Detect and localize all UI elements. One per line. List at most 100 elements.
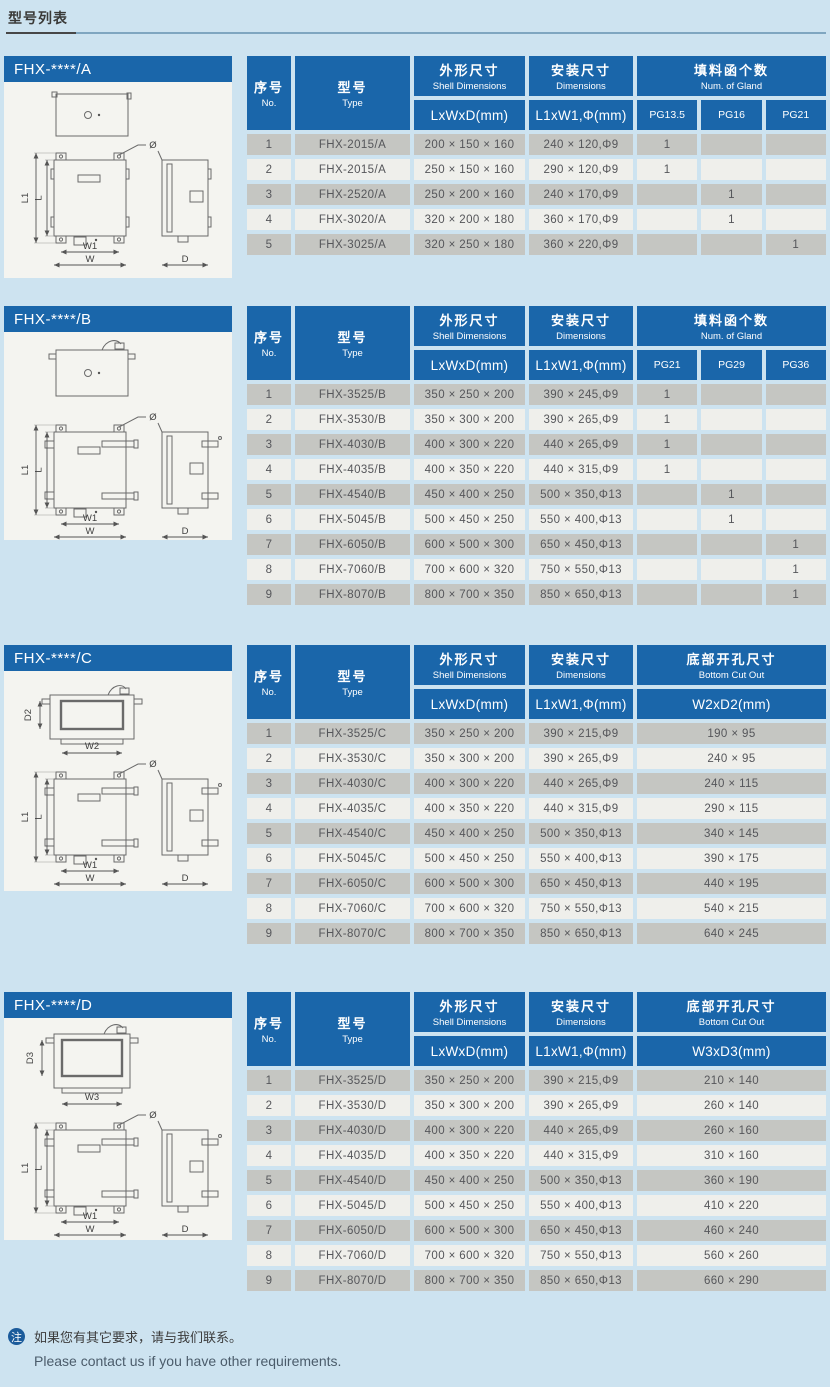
cell-cut: 260 × 140: [637, 1095, 826, 1116]
svg-text:L: L: [34, 814, 45, 819]
cell-g2: [701, 384, 762, 405]
cell-g2: [701, 584, 762, 605]
cell-mount: 390 × 245,Φ9: [529, 384, 633, 405]
cell-g3: [765, 459, 826, 480]
cell-mount: 850 × 650,Φ13: [529, 1270, 633, 1291]
cell-shell: 350 × 300 × 200: [414, 1095, 525, 1116]
cell-g1: 1: [637, 134, 698, 155]
cell-g3: 1: [765, 534, 826, 555]
col-header-last-zh: 底部开孔尺寸: [686, 999, 777, 1014]
drawing-column: FHX-****/C D2 W2 L1 L W1 W Ø D: [4, 645, 232, 891]
cell-mount: 440 × 315,Φ9: [529, 1145, 633, 1166]
cell-cut: 190 × 95: [637, 723, 826, 744]
cell-mount: 850 × 650,Φ13: [529, 584, 633, 605]
cell-mount: 850 × 650,Φ13: [529, 923, 633, 944]
cell-type: FHX-8070/C: [295, 923, 410, 944]
cell-no: 2: [247, 1095, 291, 1116]
cell-g2: 1: [701, 484, 762, 505]
cell-g3: 1: [765, 234, 826, 255]
cell-shell: 700 × 600 × 320: [414, 559, 525, 580]
cell-no: 7: [247, 1220, 291, 1241]
cell-shell: 400 × 300 × 220: [414, 773, 525, 794]
cell-g1: [637, 484, 698, 505]
cell-type: FHX-3525/B: [295, 384, 410, 405]
cell-shell: 400 × 300 × 220: [414, 434, 525, 455]
col-header-shell-unit: LxWxD(mm): [414, 689, 525, 719]
cell-type: FHX-2520/A: [295, 184, 410, 205]
cell-g2: [701, 234, 762, 255]
col-header-no-zh: 序号: [253, 669, 284, 684]
cell-g3: [765, 509, 826, 530]
cell-g3: [765, 134, 826, 155]
cell-mount: 500 × 350,Φ13: [529, 484, 633, 505]
cell-type: FHX-6050/B: [295, 534, 410, 555]
cell-type: FHX-4030/C: [295, 773, 410, 794]
col-header-type: 型号 Type: [295, 645, 410, 719]
col-header-mount-unit: L1xW1,Φ(mm): [529, 100, 633, 130]
cell-mount: 750 × 550,Φ13: [529, 1245, 633, 1266]
col-header-no-en: No.: [261, 348, 277, 359]
cell-cut: 340 × 145: [637, 823, 826, 844]
col-header-no: 序号 No.: [247, 992, 291, 1066]
cell-shell: 350 × 300 × 200: [414, 748, 525, 769]
svg-text:D: D: [182, 526, 189, 537]
svg-text:W2: W2: [85, 741, 99, 752]
col-header-type: 型号 Type: [295, 56, 410, 130]
section-title-bar: FHX-****/A: [4, 56, 232, 82]
cell-no: 3: [247, 184, 291, 205]
cell-shell: 400 × 300 × 220: [414, 1120, 525, 1141]
cell-g1: 1: [637, 459, 698, 480]
cell-mount: 290 × 120,Φ9: [529, 159, 633, 180]
col-header-shell-zh: 外形尺寸: [439, 313, 500, 328]
note-badge-icon: 注: [8, 1328, 25, 1345]
cell-shell: 350 × 250 × 200: [414, 384, 525, 405]
cell-shell: 320 × 250 × 180: [414, 234, 525, 255]
cell-type: FHX-3020/A: [295, 209, 410, 230]
cell-shell: 250 × 200 × 160: [414, 184, 525, 205]
col-header-mount-unit: L1xW1,Φ(mm): [529, 350, 633, 380]
col-header-mount-en: Dimensions: [556, 1017, 606, 1028]
cell-cut: 660 × 290: [637, 1270, 826, 1291]
col-header-last-zh: 填料函个数: [693, 313, 769, 328]
note-text: 如果您有其它要求，请与我们联系。 Please contact us if yo…: [34, 1327, 341, 1369]
spec-table: 序号 No. 型号 Type 外形尺寸 Shell Dimensions 安装尺寸 Dimen…: [247, 992, 826, 1291]
col-header-type-en: Type: [342, 687, 363, 698]
cell-cut: 290 × 115: [637, 798, 826, 819]
col-header-shell-unit: LxWxD(mm): [414, 350, 525, 380]
cell-mount: 650 × 450,Φ13: [529, 534, 633, 555]
model-section-A: FHX-****/A L1 L W1 W Ø D 序号 No. 型号 Type 外形尺寸 Shell…: [4, 56, 826, 278]
col-header-gland-sub-0: PG13.5: [637, 100, 698, 130]
col-header-mount-en: Dimensions: [556, 81, 606, 92]
cell-g2: [701, 159, 762, 180]
cell-cut: 240 × 95: [637, 748, 826, 769]
cell-shell: 400 × 350 × 220: [414, 798, 525, 819]
col-header-mount: 安装尺寸 Dimensions: [529, 56, 633, 96]
cell-type: FHX-4540/D: [295, 1170, 410, 1191]
cell-cut: 240 × 115: [637, 773, 826, 794]
cell-mount: 390 × 265,Φ9: [529, 1095, 633, 1116]
col-header-shell: 外形尺寸 Shell Dimensions: [414, 992, 525, 1032]
col-header-mount-zh: 安装尺寸: [550, 999, 611, 1014]
svg-text:L: L: [34, 195, 45, 200]
col-header-shell-en: Shell Dimensions: [432, 1017, 507, 1028]
cell-g3: [765, 409, 826, 430]
cell-g1: 1: [637, 434, 698, 455]
cell-g2: [701, 559, 762, 580]
col-header-last: 填料函个数 Num. of Gland: [637, 306, 826, 346]
cell-shell: 450 × 400 × 250: [414, 823, 525, 844]
cell-g3: 1: [765, 559, 826, 580]
cell-shell: 450 × 400 × 250: [414, 1170, 525, 1191]
cell-type: FHX-5045/D: [295, 1195, 410, 1216]
cell-cut: 460 × 240: [637, 1220, 826, 1241]
cell-type: FHX-3530/D: [295, 1095, 410, 1116]
note-text-zh: 如果您有其它要求，请与我们联系。: [34, 1330, 243, 1345]
cell-shell: 200 × 150 × 160: [414, 134, 525, 155]
note-text-en: Please contact us if you have other requ…: [34, 1353, 342, 1369]
col-header-shell-zh: 外形尺寸: [439, 999, 500, 1014]
cell-no: 4: [247, 1145, 291, 1166]
cell-g1: [637, 559, 698, 580]
technical-drawing: L1 L W1 W Ø D: [20, 91, 212, 268]
cell-no: 5: [247, 823, 291, 844]
col-header-type-zh: 型号: [337, 669, 368, 684]
col-header-type: 型号 Type: [295, 306, 410, 380]
